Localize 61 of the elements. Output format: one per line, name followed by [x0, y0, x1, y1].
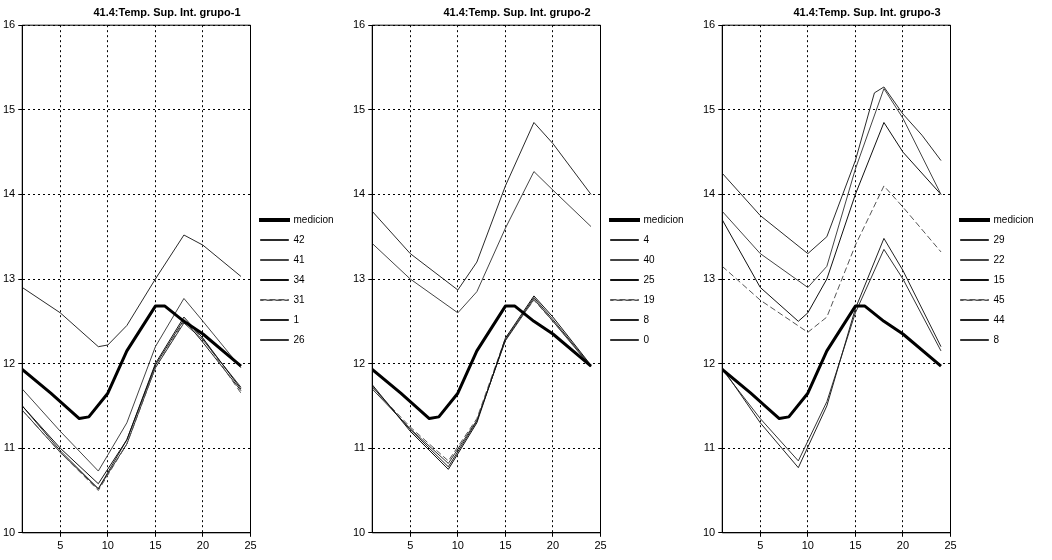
y-tick-label: 10	[702, 525, 716, 538]
legend-label: 19	[643, 293, 656, 305]
x-tick-label: 15	[149, 539, 162, 552]
legend-label: 29	[993, 233, 1006, 245]
y-tick-label: 15	[702, 102, 716, 115]
legend-label: 25	[643, 273, 656, 285]
legend-label: 44	[993, 313, 1006, 325]
y-tick-label: 11	[353, 441, 366, 454]
y-tick-label: 12	[2, 356, 16, 369]
y-tick-label: 12	[352, 356, 366, 369]
y-tick-label: 10	[352, 525, 366, 538]
legend-label: 31	[293, 293, 306, 305]
x-tick-label: 25	[244, 539, 257, 552]
x-tick-label: 25	[594, 539, 607, 552]
chart-title: 41.4:Temp. Sup. Int. grupo-1	[93, 5, 241, 18]
y-tick-label: 11	[3, 441, 16, 454]
legend-label: 8	[993, 333, 1000, 345]
y-tick-label: 14	[702, 187, 716, 200]
y-tick-label: 15	[352, 102, 366, 115]
legend-label: 42	[293, 233, 306, 245]
legend-label: 26	[293, 333, 306, 345]
legend-label: 8	[643, 313, 650, 325]
legend-label: 22	[993, 253, 1006, 265]
x-tick-label: 20	[196, 539, 210, 552]
y-tick-label: 13	[2, 272, 16, 285]
x-tick-label: 5	[57, 539, 64, 552]
y-tick-label: 14	[2, 187, 16, 200]
x-tick-label: 15	[849, 539, 862, 552]
x-tick-label: 15	[499, 539, 512, 552]
y-tick-label: 13	[702, 272, 716, 285]
x-tick-label: 20	[546, 539, 560, 552]
y-tick-label: 11	[703, 441, 716, 454]
y-tick-label: 13	[352, 272, 366, 285]
y-tick-label: 16	[2, 18, 16, 31]
y-tick-label: 10	[2, 525, 16, 538]
x-tick-label: 25	[944, 539, 957, 552]
x-tick-label: 5	[407, 539, 414, 552]
x-tick-label: 10	[801, 539, 814, 552]
legend-label: 45	[993, 293, 1006, 305]
legend-label: medicion	[293, 213, 334, 225]
chart-title: 41.4:Temp. Sup. Int. grupo-3	[793, 5, 941, 18]
chart-title: 41.4:Temp. Sup. Int. grupo-2	[443, 5, 591, 18]
x-tick-label: 10	[101, 539, 114, 552]
legend-label: 4	[643, 233, 650, 245]
y-tick-label: 16	[702, 18, 716, 31]
legend-label: 41	[293, 253, 306, 265]
x-tick-label: 5	[757, 539, 764, 552]
legend-label: 15	[993, 273, 1006, 285]
line-series	[722, 185, 942, 333]
y-tick-label: 15	[2, 102, 16, 115]
x-tick-label: 20	[896, 539, 910, 552]
legend-label: 40	[643, 253, 656, 265]
legend-label: 34	[293, 273, 306, 285]
legend-label: 0	[643, 333, 650, 345]
legend-label: 1	[293, 313, 300, 325]
x-tick-label: 10	[451, 539, 464, 552]
legend-label: medicion	[993, 213, 1034, 225]
y-tick-label: 14	[352, 187, 366, 200]
y-tick-label: 12	[702, 356, 716, 369]
y-tick-label: 16	[352, 18, 366, 31]
legend-label: medicion	[643, 213, 684, 225]
